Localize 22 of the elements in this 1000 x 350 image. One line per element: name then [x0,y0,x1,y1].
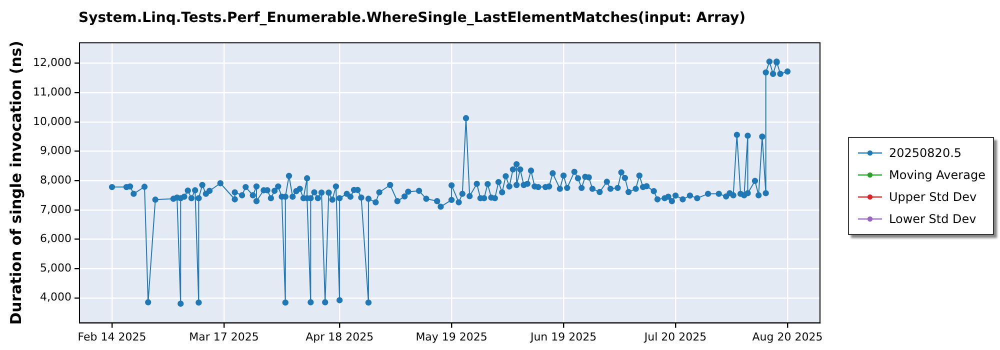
y-tick-label: 10,000 [32,114,72,128]
y-tick-label: 11,000 [32,86,72,98]
x-tick-label: May 19 2025 [416,330,488,344]
y-axis-title: Duration of single invocation (ns) [6,40,25,325]
legend-label: Upper Std Dev [889,190,977,204]
x-tick-label: Mar 17 2025 [189,330,259,344]
y-tick-label: 6,000 [40,232,72,246]
legend-label: Moving Average [889,168,986,182]
y-tick-label: 5,000 [40,261,72,274]
legend-label: Lower Std Dev [889,212,976,226]
x-tick-label: Jul 20 2025 [643,330,707,344]
x-tick-label: Aug 20 2025 [752,330,823,344]
y-tick-label: 9,000 [40,144,72,158]
y-tick-label: 8,000 [40,173,72,186]
chart-title: System.Linq.Tests.Perf_Enumerable.WhereSingle_LastElementMatches(input: Array) [78,10,746,26]
legend-label: 20250820.5 [889,146,962,160]
y-tick-label: 12,000 [32,56,72,70]
x-tick-label: Apr 18 2025 [306,330,374,344]
x-tick-label: Feb 14 2025 [78,330,146,344]
y-tick-label: 4,000 [40,290,72,304]
y-tick-label: 7,000 [40,202,72,216]
x-tick-label: Jun 19 2025 [529,330,597,344]
